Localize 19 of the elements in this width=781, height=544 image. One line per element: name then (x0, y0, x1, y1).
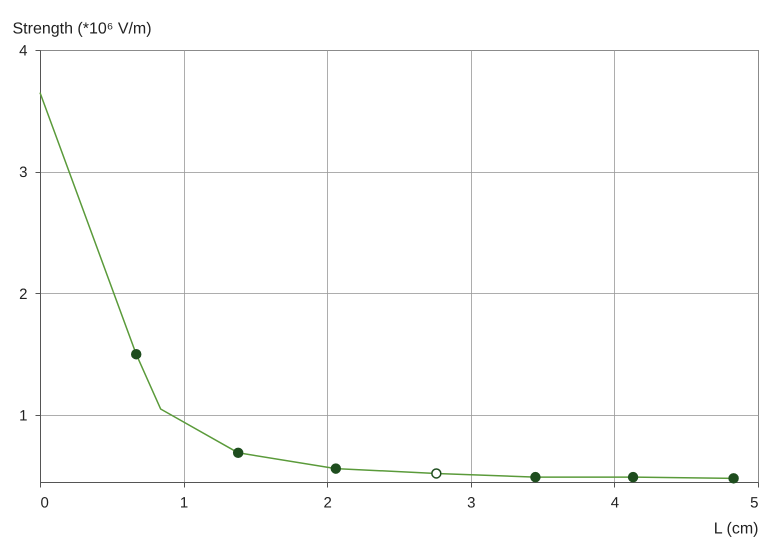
x-tick-label: 3 (467, 494, 476, 512)
y-axis-title: Strength (*10⁶ V/m) (12, 20, 152, 38)
point (530, 472, 541, 482)
x-tick-label: 1 (180, 494, 188, 512)
point (130, 349, 142, 360)
point (628, 472, 638, 482)
point (431, 468, 442, 479)
point (232, 448, 244, 458)
x-axis-title: L (cm) (714, 520, 758, 538)
y-tick-label: 2 (19, 286, 28, 303)
x-tick-label: 4 (610, 494, 620, 512)
point (330, 463, 342, 474)
y-tick-label: 3 (19, 164, 28, 182)
x-tick-label: 5 (750, 494, 758, 512)
x-tick-label: 2 (324, 494, 332, 512)
x-tick-label: 0 (40, 494, 49, 512)
y-tick-label: 4 (19, 42, 28, 60)
y-tick-label: 1 (19, 408, 28, 425)
point (728, 473, 739, 484)
